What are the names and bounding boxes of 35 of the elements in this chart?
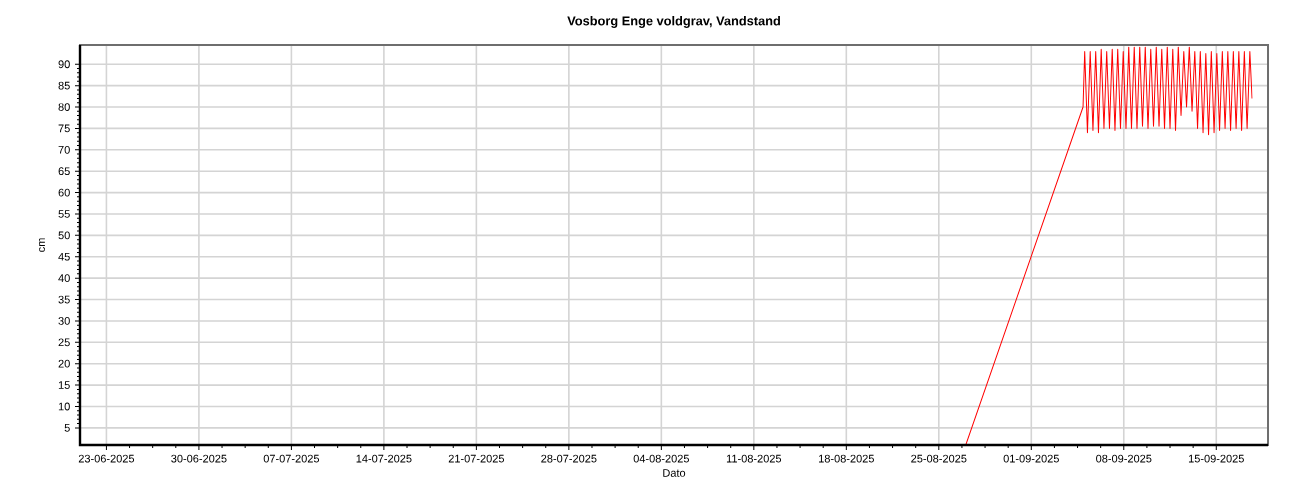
y-tick-label: 75 — [58, 124, 70, 133]
y-tick-label: 50 — [58, 231, 70, 240]
y-tick-label: 35 — [58, 295, 70, 304]
x-tick-label: 30-06-2025 — [171, 454, 227, 463]
x-tick-label: 14-07-2025 — [356, 454, 412, 463]
y-tick-label: 90 — [58, 60, 70, 69]
y-tick-label: 40 — [58, 274, 70, 283]
y-tick-label: 85 — [58, 81, 70, 90]
y-tick-label: 20 — [58, 359, 70, 368]
y-tick-label: 70 — [58, 145, 70, 154]
x-tick-label: 15-09-2025 — [1188, 454, 1244, 463]
y-axis-title: cm — [38, 238, 45, 252]
chart-title: Vosborg Enge voldgrav, Vandstand — [567, 16, 780, 28]
x-tick-label: 11-08-2025 — [726, 454, 782, 463]
x-tick-label: 28-07-2025 — [541, 454, 597, 463]
x-tick-label: 23-06-2025 — [78, 454, 135, 463]
line-series — [965, 46, 1253, 445]
y-tick-label: 45 — [58, 252, 70, 261]
x-tick-label: 01-09-2025 — [1003, 454, 1059, 463]
y-tick-label: 60 — [58, 188, 70, 197]
x-tick-label: 07-07-2025 — [263, 454, 320, 463]
y-tick-label: 80 — [58, 103, 70, 111]
y-tick-label: 10 — [58, 402, 70, 411]
y-tick-label: 15 — [58, 381, 70, 389]
x-tick-label: 08-09-2025 — [1096, 454, 1152, 463]
y-tick-label: 30 — [58, 317, 70, 325]
x-tick-label: 25-08-2025 — [911, 454, 967, 463]
y-tick-label: 5 — [64, 424, 70, 432]
x-tick-label: 04-08-2025 — [633, 454, 689, 463]
x-tick-label: 21-07-2025 — [448, 454, 505, 463]
y-tick-label: 65 — [58, 167, 70, 176]
x-axis-title: Dato — [663, 469, 686, 477]
x-tick-label: 18-08-2025 — [819, 454, 874, 463]
y-tick-label: 55 — [58, 210, 70, 218]
y-tick-label: 25 — [58, 338, 70, 347]
